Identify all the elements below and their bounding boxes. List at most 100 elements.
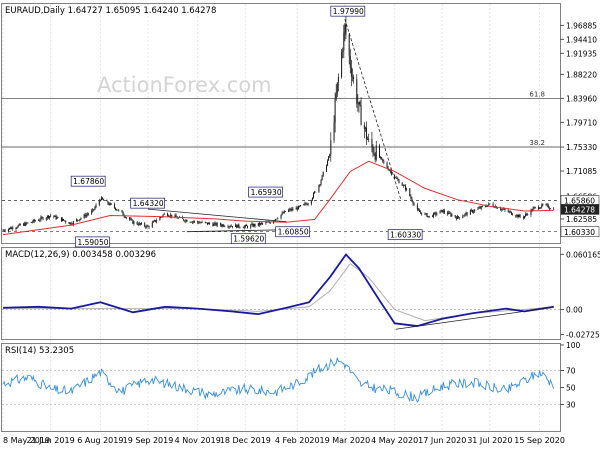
candle-body — [542, 204, 544, 206]
price-box-label: 1.60330 — [564, 228, 595, 237]
candle-body — [56, 217, 58, 219]
candle-body — [413, 204, 415, 205]
candle-body — [64, 220, 66, 222]
candle-body — [228, 226, 230, 228]
candle-body — [441, 209, 443, 213]
candle-body — [389, 170, 391, 172]
candle-body — [45, 217, 47, 220]
candle-body — [548, 207, 550, 209]
candle-body — [518, 214, 520, 218]
candle-body — [183, 219, 185, 221]
price-tick-label: 1.94410 — [566, 35, 597, 44]
candle-body — [372, 146, 374, 154]
candle-body — [204, 221, 206, 223]
candle-body — [283, 211, 285, 214]
candle-body — [358, 102, 360, 105]
price-annotation-label: 1.59050 — [77, 238, 108, 247]
candle-body — [434, 212, 436, 214]
rsi-tick-label: 100 — [566, 341, 581, 350]
candle-body — [456, 216, 458, 219]
price-annotation-box — [248, 186, 283, 198]
candle-body — [224, 226, 226, 228]
candle-body — [474, 209, 476, 212]
candle-body — [464, 213, 466, 216]
candle-body — [131, 219, 133, 220]
candle-body — [276, 218, 278, 220]
candle-body — [19, 224, 21, 226]
candle-body — [209, 222, 211, 224]
candle-body — [152, 221, 154, 223]
candle-body — [193, 221, 195, 222]
candle-body — [31, 222, 33, 223]
candle-body — [122, 212, 124, 216]
rsi-line — [2, 357, 555, 403]
candle-body — [110, 203, 112, 205]
candle-body — [419, 210, 421, 212]
candle-body — [230, 225, 232, 227]
upper-channel-line — [147, 208, 287, 223]
candle-body — [216, 223, 218, 226]
candle-body — [259, 223, 261, 225]
candle-body — [189, 221, 191, 223]
price-tick-label: 1.75330 — [566, 143, 597, 152]
candle-body — [288, 209, 290, 212]
candle-body — [186, 220, 188, 222]
candle-body — [85, 214, 87, 217]
candle-body — [334, 98, 336, 123]
candle-body — [32, 219, 34, 223]
candle-body — [508, 211, 510, 213]
candle-body — [163, 213, 165, 215]
trend-lines — [147, 19, 402, 233]
candle-body — [208, 222, 210, 225]
candle-body — [486, 206, 488, 207]
price-box-label: 1.65860 — [564, 197, 595, 206]
candle-body — [17, 225, 19, 228]
candle-body — [329, 154, 331, 157]
candle-body — [213, 223, 215, 226]
macd-signal-line — [3, 262, 554, 322]
x-tick-label: 15 Sep 2020 — [514, 436, 565, 445]
candle-body — [378, 145, 380, 158]
candle-body — [424, 213, 426, 215]
candle-body — [349, 55, 351, 68]
candle-body — [148, 226, 150, 228]
price-candles — [2, 16, 555, 233]
downtrend-line — [344, 19, 402, 201]
candle-body — [504, 208, 506, 211]
candle-body — [289, 209, 291, 210]
candle-body — [130, 219, 132, 220]
candle-body — [50, 215, 52, 217]
candle-body — [227, 226, 229, 228]
candle-body — [381, 157, 383, 159]
candle-body — [296, 207, 298, 210]
candle-body — [18, 224, 20, 226]
candle-body — [333, 122, 335, 141]
candle-body — [382, 158, 384, 162]
candle-body — [428, 215, 430, 217]
fib-label: 61.8 — [529, 90, 545, 98]
price-tick-label: 1.79710 — [566, 118, 597, 127]
candle-body — [447, 212, 449, 215]
candle-body — [290, 209, 292, 211]
candle-body — [344, 24, 346, 33]
candle-body — [310, 200, 312, 205]
candle-body — [295, 207, 297, 210]
candle-body — [516, 214, 518, 217]
candle-body — [426, 213, 428, 218]
rsi-tick-label: 30 — [566, 401, 576, 410]
candle-body — [509, 211, 511, 213]
candle-body — [168, 215, 170, 217]
candle-body — [403, 185, 405, 186]
x-tick-label: 19 Mar 2020 — [320, 436, 371, 445]
candle-body — [522, 216, 524, 218]
candle-body — [109, 203, 111, 205]
candle-body — [545, 204, 547, 206]
candle-body — [27, 222, 29, 224]
candle-body — [222, 224, 224, 227]
candle-body — [215, 222, 217, 226]
candle-body — [532, 208, 534, 211]
candle-body — [371, 138, 373, 147]
price-tick-label: 1.88220 — [566, 70, 597, 79]
candle-body — [25, 222, 27, 226]
candle-body — [517, 214, 519, 218]
